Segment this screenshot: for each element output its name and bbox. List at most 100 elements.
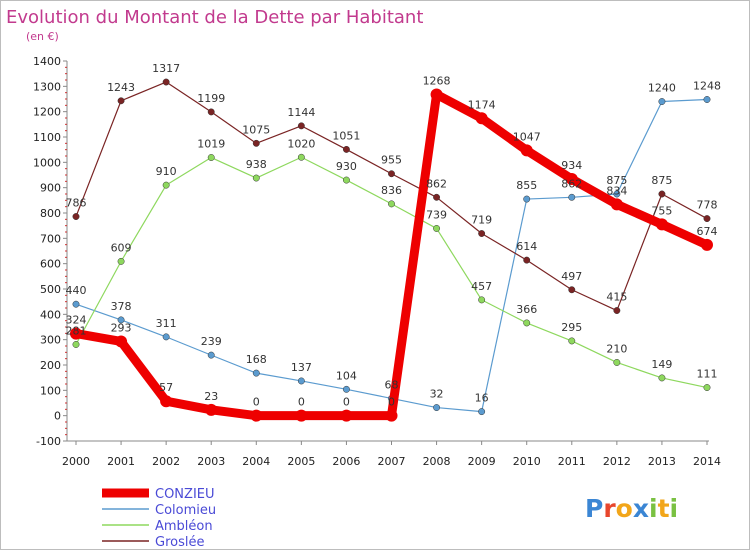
data-point — [655, 218, 668, 231]
axes: -100010020030040050060070080090010001100… — [33, 55, 721, 468]
data-point — [568, 193, 576, 201]
data-label: 0 — [298, 396, 305, 409]
proxiti-logo: Proxiti — [585, 494, 678, 523]
x-tick-label: 2012 — [603, 455, 631, 468]
x-tick-label: 2008 — [423, 455, 451, 468]
data-label: 875 — [606, 174, 627, 187]
x-tick-label: 2003 — [197, 455, 225, 468]
data-point — [70, 327, 82, 340]
data-point — [523, 319, 531, 327]
logo-letter: r — [603, 494, 616, 523]
data-label: 457 — [471, 280, 492, 293]
data-point — [117, 257, 125, 265]
data-label: 1047 — [513, 130, 541, 143]
x-tick-label: 2013 — [648, 455, 676, 468]
y-tick-label: 1000 — [33, 156, 61, 169]
series-line-conzieu — [71, 89, 712, 421]
data-label: 786 — [66, 197, 87, 210]
x-tick-label: 2005 — [287, 455, 315, 468]
data-point — [207, 154, 215, 161]
data-point — [523, 195, 531, 203]
data-label: 755 — [651, 204, 672, 217]
data-point — [433, 404, 441, 412]
data-point — [297, 153, 305, 161]
legend-entry: Colomieu — [155, 503, 216, 518]
data-point — [250, 409, 263, 422]
data-label: 862 — [426, 177, 447, 190]
y-tick-label: 900 — [40, 182, 61, 195]
data-labels: 440 378 311 239 168 137 104 68 32 16 855 862 875 1240… — [66, 62, 722, 409]
data-point — [252, 174, 260, 182]
data-label: 497 — [561, 270, 582, 283]
data-label: 1268 — [423, 74, 451, 87]
data-label: 0 — [253, 396, 260, 409]
data-label: 366 — [516, 303, 537, 316]
data-label: 609 — [111, 241, 132, 254]
data-point — [252, 139, 260, 147]
data-label: 168 — [246, 353, 267, 366]
data-point — [207, 351, 215, 359]
data-point — [520, 144, 533, 157]
data-label: 1075 — [242, 123, 270, 136]
y-tick-label: 500 — [40, 283, 61, 296]
data-label: 855 — [516, 179, 537, 192]
series-line-colomieu — [75, 98, 708, 413]
data-point — [658, 190, 666, 198]
chart-subtitle: (en €) — [26, 30, 59, 43]
logo-letter: t — [658, 494, 670, 523]
data-label: 149 — [651, 358, 672, 371]
data-label: 16 — [475, 392, 489, 405]
y-tick-label: 1200 — [33, 106, 61, 119]
data-point — [162, 333, 170, 341]
data-point — [478, 296, 486, 304]
data-point — [342, 176, 350, 184]
y-tick-label: 200 — [40, 359, 61, 372]
data-label: 0 — [388, 396, 395, 409]
x-tick-label: 2002 — [152, 455, 180, 468]
chart-title: Evolution du Montant de la Dette par Hab… — [6, 7, 423, 28]
data-point — [340, 409, 353, 422]
y-tick-label: 800 — [40, 207, 61, 220]
data-point — [160, 395, 173, 408]
data-label: 324 — [66, 314, 87, 327]
data-point — [297, 122, 305, 130]
data-label: 834 — [606, 184, 627, 197]
x-tick-label: 2014 — [693, 455, 721, 468]
data-point — [703, 384, 711, 391]
data-label: 719 — [471, 214, 492, 227]
data-label: 104 — [336, 369, 357, 382]
data-point — [297, 377, 305, 385]
data-point — [252, 369, 260, 377]
data-label: 210 — [606, 342, 627, 355]
series-group — [70, 78, 713, 422]
data-label: 1144 — [287, 106, 315, 119]
data-point — [478, 230, 486, 237]
y-tick-label: 700 — [40, 232, 61, 245]
data-point — [72, 213, 80, 220]
logo-letter: i — [649, 494, 658, 523]
data-point — [613, 359, 621, 366]
data-point — [475, 112, 488, 125]
data-label: 934 — [561, 159, 582, 172]
data-label: 293 — [111, 321, 132, 334]
data-label: 1248 — [693, 80, 721, 93]
data-point — [117, 97, 125, 105]
legend-entry: CONZIEU — [155, 487, 215, 502]
logo-letter: x — [633, 494, 649, 523]
data-label: 281 — [66, 324, 87, 337]
data-point — [117, 316, 125, 324]
data-point — [72, 341, 80, 348]
data-point — [207, 108, 215, 116]
data-point — [523, 256, 531, 264]
data-label: 440 — [66, 284, 87, 297]
data-point — [205, 403, 218, 416]
data-label: 32 — [430, 388, 444, 401]
data-point — [295, 409, 308, 422]
y-tick-label: 0 — [54, 410, 61, 423]
data-point — [568, 286, 576, 294]
data-label: 938 — [246, 158, 267, 171]
y-tick-label: -100 — [36, 435, 61, 448]
logo-letter: o — [616, 494, 633, 523]
